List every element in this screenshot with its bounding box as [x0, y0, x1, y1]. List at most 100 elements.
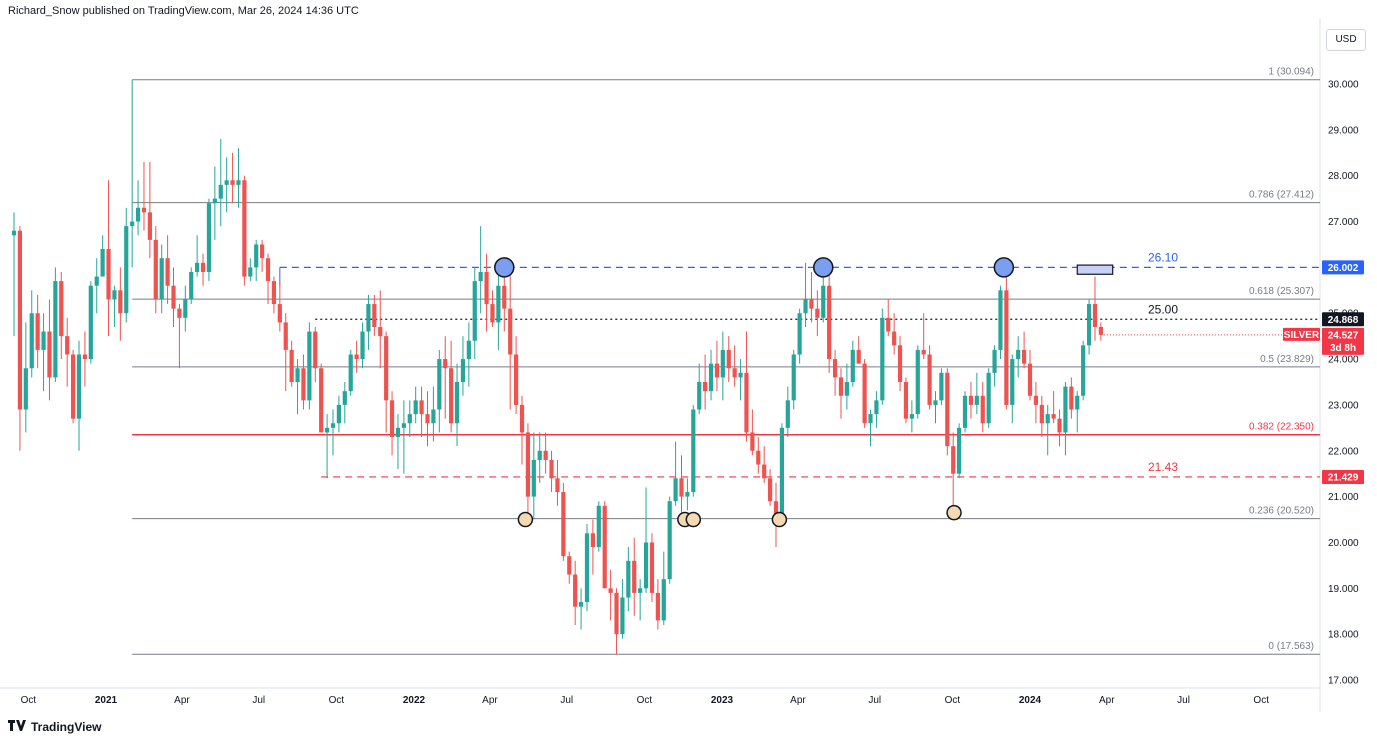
- tradingview-icon: [8, 719, 26, 734]
- candle-body: [472, 281, 477, 341]
- candle-body: [602, 505, 607, 589]
- candle-body: [986, 372, 991, 424]
- candle-body: [88, 285, 93, 360]
- candle-body: [53, 281, 58, 378]
- candle-body: [1039, 404, 1044, 424]
- fib-label: 0 (17.563): [1268, 641, 1314, 652]
- price-tick-label: 24.000: [1328, 355, 1359, 366]
- candle-body: [59, 281, 64, 337]
- candle-body: [679, 478, 684, 497]
- fib-label: 0.618 (25.307): [1249, 286, 1314, 297]
- time-tick-label: 2022: [403, 695, 426, 706]
- candle-body: [265, 258, 271, 282]
- time-axis[interactable]: Oct 2021 Apr Jul Oct 2022 Apr Jul Oct 2023 Apr Jul O…: [21, 695, 1270, 706]
- candle-body: [649, 542, 655, 593]
- candle-body: [224, 180, 229, 185]
- last-price-value: 24.527: [1328, 330, 1359, 341]
- candle-body: [561, 492, 566, 557]
- candle-body: [897, 345, 903, 382]
- candle-body: [242, 180, 247, 277]
- candle-body: [903, 382, 909, 419]
- candle-body: [212, 198, 217, 204]
- candle-body: [490, 304, 495, 323]
- last-price-tag-bg: [1322, 327, 1364, 355]
- candle-body: [643, 542, 649, 589]
- candle-body: [590, 533, 595, 548]
- candle-body: [413, 400, 418, 415]
- candle-body: [756, 450, 761, 465]
- candle-body: [454, 382, 460, 424]
- candle-body: [295, 368, 300, 382]
- candle-body: [65, 336, 70, 355]
- candle-body: [856, 349, 861, 364]
- candle-body: [11, 230, 17, 236]
- candlestick-series[interactable]: [11, 79, 1103, 655]
- candle-body: [130, 221, 135, 227]
- price-axis[interactable]: 17.000 18.000 19.000 20.000 21.000 22.000 23.0…: [1328, 80, 1359, 687]
- fibonacci-retracement[interactable]: 1 (30.094) 0.786 (27.412) 0.618 (25.307) 0.…: [132, 67, 1320, 655]
- candle-body: [838, 377, 844, 396]
- candle-body: [319, 368, 324, 433]
- candle-body: [821, 285, 826, 318]
- candle-body: [1033, 395, 1039, 405]
- resistance-box: [1076, 264, 1114, 275]
- candle-body: [939, 372, 944, 401]
- currency-button[interactable]: USD: [1326, 29, 1366, 51]
- candle-body: [289, 349, 294, 382]
- candle-body: [549, 459, 554, 479]
- candle-body: [998, 290, 1003, 350]
- candle-body: [886, 317, 891, 332]
- candle-body: [933, 400, 938, 405]
- candle-body: [112, 290, 117, 300]
- price-tick-label: 29.000: [1328, 125, 1359, 136]
- candle-body: [189, 271, 194, 300]
- candle-body: [1069, 386, 1074, 410]
- candle-body: [330, 423, 336, 428]
- level-label: 25.00: [1148, 302, 1178, 316]
- candle-body: [832, 359, 838, 378]
- candle-body: [348, 354, 353, 392]
- candle-body: [827, 285, 832, 360]
- candle-body: [218, 184, 223, 199]
- candle-body: [484, 271, 489, 305]
- level-price-tag-bg: [1322, 260, 1364, 275]
- candle-body: [797, 313, 802, 355]
- candle-body: [366, 304, 371, 332]
- tradingview-logo[interactable]: TradingView: [8, 719, 101, 734]
- candle-body: [584, 533, 590, 603]
- candle-body: [106, 249, 111, 300]
- level-price-tag: 26.002: [1328, 263, 1359, 274]
- fib-label: 0.236 (20.520): [1249, 506, 1314, 517]
- candle-body: [915, 349, 920, 415]
- time-tick-label: Jul: [868, 695, 881, 706]
- time-tick-label: Oct: [637, 695, 653, 706]
- horizontal-levels[interactable]: 26.10 25.00 21.43: [279, 250, 1320, 478]
- candle-body: [260, 244, 265, 259]
- candle-body: [791, 354, 796, 401]
- candle-body: [47, 331, 52, 378]
- candle-body: [248, 267, 253, 277]
- candle-body: [785, 400, 790, 428]
- candle-body: [596, 505, 601, 548]
- candle-body: [1016, 349, 1021, 360]
- candle-body: [974, 395, 979, 405]
- swing-markers[interactable]: [494, 257, 1015, 528]
- candle-body: [909, 414, 914, 419]
- candle-body: [307, 331, 312, 401]
- price-tick-label: 17.000: [1328, 676, 1359, 687]
- candle-body: [449, 368, 454, 424]
- candle-body: [431, 409, 436, 424]
- candle-body: [118, 290, 123, 314]
- candle-body: [962, 395, 968, 428]
- symbol-tag-bg: [1283, 327, 1320, 341]
- candle-body: [726, 349, 731, 369]
- candle-body: [525, 432, 531, 497]
- candle-body: [567, 556, 572, 575]
- time-tick-label: Oct: [945, 695, 961, 706]
- candle-body: [460, 359, 466, 382]
- candle-body: [425, 414, 430, 424]
- candle-body: [673, 478, 678, 502]
- candle-body: [206, 203, 212, 272]
- candle-body: [892, 331, 897, 346]
